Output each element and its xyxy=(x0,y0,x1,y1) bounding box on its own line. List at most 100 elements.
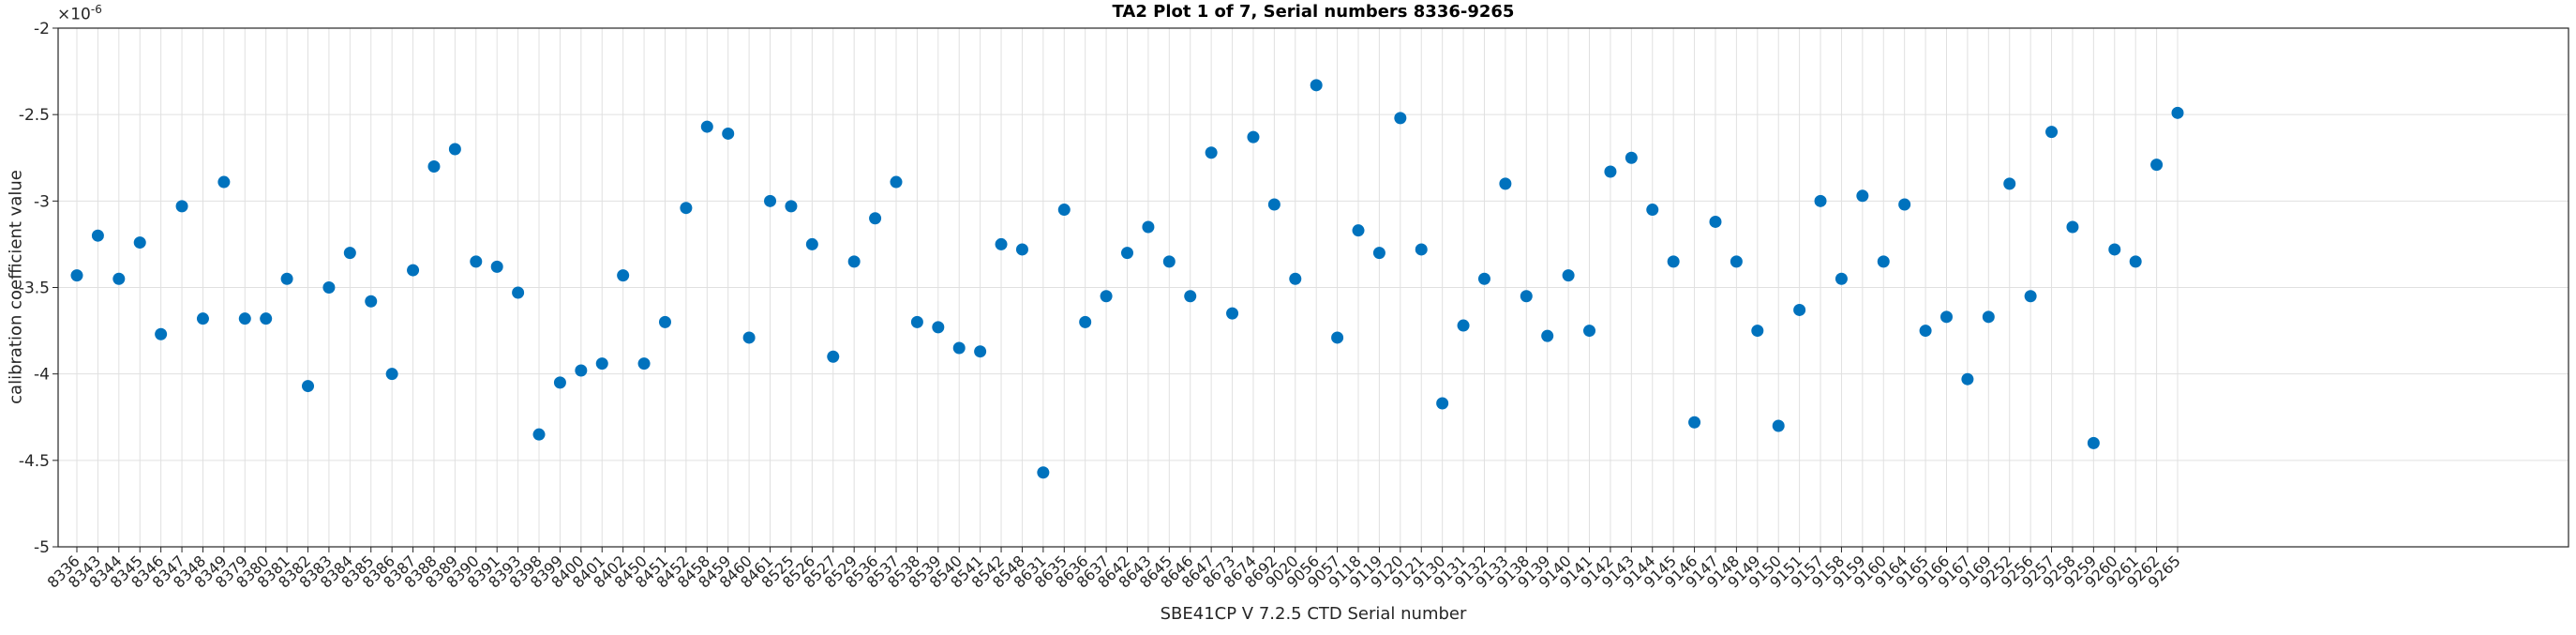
data-point xyxy=(890,175,903,189)
data-point xyxy=(1436,397,1449,410)
data-point xyxy=(2150,159,2164,172)
data-point xyxy=(2066,220,2079,234)
y-axis-label: calibration coefficient value xyxy=(6,170,26,404)
data-point xyxy=(407,264,420,277)
data-point xyxy=(1939,310,1953,324)
data-point xyxy=(1352,224,1365,237)
data-point xyxy=(2003,177,2016,190)
data-point xyxy=(742,331,756,344)
data-point xyxy=(575,364,588,377)
data-point xyxy=(1646,204,1659,217)
data-point xyxy=(217,175,231,189)
data-point xyxy=(1142,220,1155,234)
data-point xyxy=(1162,255,1176,268)
data-point xyxy=(1372,247,1385,260)
data-point xyxy=(1331,331,1344,344)
data-point xyxy=(1877,255,1890,268)
data-point xyxy=(2087,436,2100,449)
data-point xyxy=(1814,194,1827,207)
data-point xyxy=(1415,243,1428,256)
y-tick-label: -4.5 xyxy=(19,452,50,471)
y-tick-label: -5 xyxy=(34,538,50,557)
data-point xyxy=(470,255,483,268)
data-point xyxy=(196,312,209,325)
data-point xyxy=(680,202,693,215)
data-point xyxy=(869,212,882,225)
data-point xyxy=(1961,372,1974,386)
data-point xyxy=(1079,315,1092,328)
data-point xyxy=(427,159,441,173)
data-point xyxy=(1247,130,1260,144)
data-point xyxy=(910,315,923,328)
axis-ticks xyxy=(52,27,2179,552)
data-point xyxy=(847,255,861,268)
data-point xyxy=(1751,325,1764,338)
data-point xyxy=(785,200,798,213)
data-point xyxy=(1015,243,1028,256)
data-point xyxy=(1982,310,1995,324)
data-point xyxy=(1709,215,1722,228)
data-point xyxy=(1499,177,1512,190)
data-point xyxy=(1037,466,1050,479)
data-point xyxy=(595,357,608,370)
data-point xyxy=(490,260,503,273)
data-point xyxy=(1772,419,1785,432)
data-point xyxy=(1457,319,1470,332)
data-point xyxy=(112,272,126,285)
data-point xyxy=(365,295,378,308)
y-gridlines xyxy=(58,27,2569,548)
data-point xyxy=(1625,151,1638,164)
data-point xyxy=(1184,290,1197,303)
data-point xyxy=(1310,79,1323,92)
data-point xyxy=(1730,255,1743,268)
data-point xyxy=(1898,198,1911,211)
data-point xyxy=(637,357,651,370)
y-axis-exponent: ×10-6 xyxy=(57,3,102,24)
data-point xyxy=(532,428,546,441)
data-point xyxy=(974,345,987,358)
data-point xyxy=(764,194,777,207)
data-point xyxy=(1289,272,1302,285)
data-point xyxy=(1394,112,1407,125)
data-point xyxy=(1267,198,1281,211)
data-point xyxy=(133,236,146,249)
y-tick-label: -3.5 xyxy=(19,280,50,298)
data-point xyxy=(617,269,630,282)
data-point xyxy=(1667,255,1680,268)
data-point xyxy=(238,312,251,325)
data-point xyxy=(448,143,461,156)
data-point xyxy=(260,312,273,325)
data-point xyxy=(70,269,83,282)
data-point xyxy=(995,237,1008,250)
data-point xyxy=(805,237,818,250)
data-point xyxy=(722,127,735,140)
y-tick-labels: -2 -2.5 -3 -3.5 -4 -4.5 -5 xyxy=(19,20,50,557)
data-point xyxy=(1205,146,1218,159)
data-point xyxy=(1604,165,1617,178)
data-point xyxy=(1100,290,1113,303)
data-point xyxy=(1793,303,1806,316)
data-point xyxy=(700,120,713,133)
data-point xyxy=(385,368,398,381)
data-point xyxy=(952,341,966,355)
y-tick-label: -4 xyxy=(34,366,50,385)
data-point xyxy=(1562,269,1575,282)
data-points xyxy=(70,79,2184,479)
data-point xyxy=(1688,416,1701,429)
data-point xyxy=(322,281,336,294)
data-point xyxy=(658,315,671,328)
data-point xyxy=(2024,290,2037,303)
data-point xyxy=(1477,272,1490,285)
data-point xyxy=(2171,106,2184,119)
data-point xyxy=(302,380,315,393)
y-exponent-power: -6 xyxy=(90,3,102,16)
data-point xyxy=(2108,243,2121,256)
y-tick-label: -2 xyxy=(34,20,50,38)
chart-title: TA2 Plot 1 of 7, Serial numbers 8336-926… xyxy=(1112,2,1515,22)
data-point xyxy=(1226,307,1239,320)
x-axis-label: SBE41CP V 7.2.5 CTD Serial number xyxy=(1160,604,1467,624)
data-point xyxy=(1835,272,1848,285)
data-point xyxy=(175,200,188,213)
